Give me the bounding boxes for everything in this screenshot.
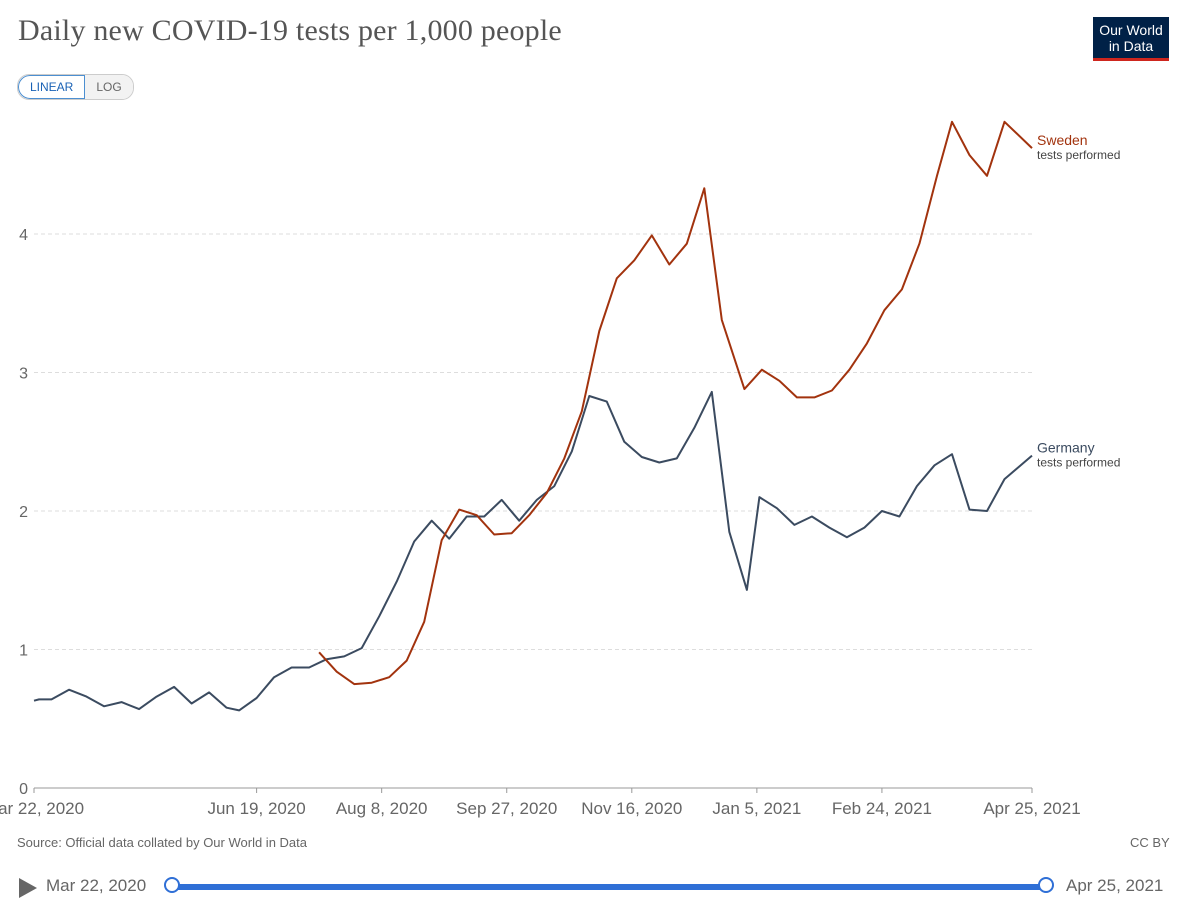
series-label-sweden: Sweden [1037, 132, 1088, 148]
x-tick-label: Apr 25, 2021 [983, 799, 1080, 818]
y-tick-label: 1 [19, 643, 28, 660]
series-sublabel-sweden: tests performed [1037, 148, 1120, 162]
timeline-end-handle[interactable] [1038, 877, 1054, 893]
series-line-germany [33, 390, 1033, 712]
y-tick-label: 0 [19, 781, 28, 798]
x-tick-label: Jun 19, 2020 [207, 799, 305, 818]
timeline-track[interactable] [172, 884, 1046, 890]
source-note[interactable]: Source: Official data collated by Our Wo… [17, 835, 307, 850]
owid-logo[interactable]: Our World in Data [1093, 17, 1169, 61]
chart-title: Daily new COVID-19 tests per 1,000 peopl… [18, 14, 562, 47]
x-tick-label: Feb 24, 2021 [832, 799, 932, 818]
play-icon[interactable] [19, 878, 37, 898]
series-sublabel-germany: tests performed [1037, 456, 1120, 470]
x-tick-label: Sep 27, 2020 [456, 799, 557, 818]
series-line-sweden [318, 120, 1033, 686]
license-link[interactable]: CC BY [1130, 835, 1170, 850]
x-tick-label: Jan 5, 2021 [712, 799, 801, 818]
linear-scale-button[interactable]: LINEAR [18, 75, 86, 99]
timeline-start-handle[interactable] [164, 877, 180, 893]
x-tick-label: Nov 16, 2020 [581, 799, 682, 818]
line-chart: 0 1 2 3 4 Mar 22, 2020 Jun 19, 2020 Aug 8, 2020… [0, 120, 1120, 818]
scale-toggle: LINEAR LOG [17, 74, 134, 100]
logo-line-2: in Data [1108, 38, 1154, 54]
x-tick-label: Mar 22, 2020 [0, 799, 84, 818]
series-label-germany: Germany [1037, 440, 1095, 456]
log-scale-button[interactable]: LOG [85, 75, 133, 99]
timeline-start-label: Mar 22, 2020 [46, 876, 147, 895]
y-tick-label: 3 [19, 366, 28, 383]
y-tick-label: 4 [19, 227, 28, 244]
timeline-slider: Mar 22, 2020 Apr 25, 2021 [0, 870, 1192, 910]
x-tick-label: Aug 8, 2020 [336, 799, 428, 818]
logo-line-1: Our World [1099, 22, 1163, 38]
y-tick-label: 2 [19, 504, 28, 521]
timeline-end-label: Apr 25, 2021 [1066, 876, 1164, 895]
